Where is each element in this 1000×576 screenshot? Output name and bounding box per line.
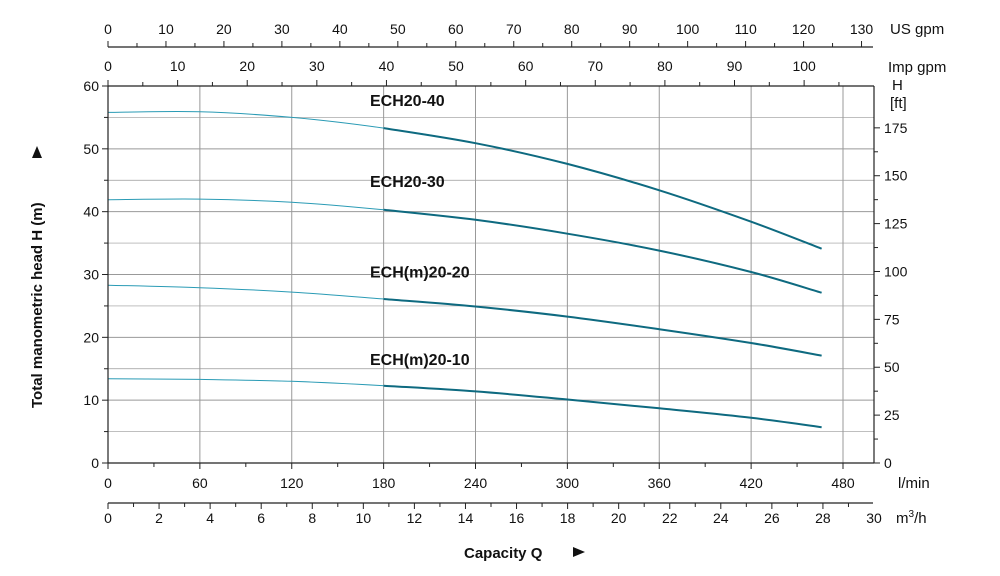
series-label: ECH20-30 — [370, 174, 445, 191]
series-line — [383, 127, 822, 250]
bottom-lmin-tick-label: 480 — [831, 475, 855, 491]
top-impgpm-tick-label: 30 — [309, 58, 325, 74]
top-usgpm-tick-label: 0 — [104, 21, 112, 37]
left-tick-label: 20 — [83, 329, 99, 345]
bottom-m3h-tick-label: 22 — [662, 510, 678, 526]
top-impgpm-unit: Imp gpm — [888, 59, 946, 76]
series-label: ECH(m)20-10 — [370, 352, 470, 369]
top-impgpm-tick-label: 90 — [727, 58, 743, 74]
top-usgpm-tick-label: 10 — [158, 21, 174, 37]
y-axis-arrow-icon — [32, 146, 42, 158]
series-label: ECH(m)20-20 — [370, 265, 470, 282]
top-impgpm-tick-label: 60 — [518, 58, 534, 74]
bottom-m3h-tick-label: 4 — [206, 510, 214, 526]
bottom-lmin-tick-label: 60 — [192, 475, 208, 491]
top-usgpm-tick-label: 90 — [622, 21, 638, 37]
bottom-m3h-tick-label: 14 — [458, 510, 474, 526]
top-usgpm-tick-label: 40 — [332, 21, 348, 37]
bottom-lmin-tick-label: 120 — [280, 475, 304, 491]
left-tick-label: 0 — [91, 455, 99, 471]
top-usgpm-unit: US gpm — [890, 21, 944, 38]
top-impgpm-tick-label: 100 — [792, 58, 816, 74]
left-tick-label: 50 — [83, 141, 99, 157]
top-usgpm-tick-label: 100 — [676, 21, 700, 37]
right-tick-label: 100 — [884, 263, 908, 279]
bottom-m3h-tick-label: 30 — [866, 510, 882, 526]
top-impgpm-tick-label: 70 — [587, 58, 603, 74]
bottom-m3h-tick-label: 2 — [155, 510, 163, 526]
bottom-m3h-tick-label: 18 — [560, 510, 576, 526]
bottom-m3h-tick-label: 6 — [257, 510, 265, 526]
top-usgpm-tick-label: 120 — [792, 21, 816, 37]
right-tick-label: 0 — [884, 455, 892, 471]
top-usgpm-tick-label: 50 — [390, 21, 406, 37]
top-impgpm-tick-label: 80 — [657, 58, 673, 74]
top-usgpm-tick-label: 70 — [506, 21, 522, 37]
right-tick-label: 50 — [884, 359, 900, 375]
top-impgpm-tick-label: 0 — [104, 58, 112, 74]
left-tick-label: 30 — [83, 267, 99, 283]
bottom-lmin-tick-label: 300 — [556, 475, 580, 491]
top-impgpm-tick-label: 50 — [448, 58, 464, 74]
bottom-m3h-tick-label: 0 — [104, 510, 112, 526]
bottom-m3h-tick-label: 16 — [509, 510, 525, 526]
bottom-m3h-tick-label: 26 — [764, 510, 780, 526]
top-usgpm-tick-label: 130 — [850, 21, 874, 37]
top-impgpm-tick-label: 40 — [379, 58, 395, 74]
right-tick-label: 175 — [884, 120, 908, 136]
curves: ECH20-40 ECH20-30 ECH(m)20-20 ECH(m)20-10 — [107, 93, 822, 429]
bottom-lmin-tick-label: 240 — [464, 475, 488, 491]
series-line — [383, 384, 822, 429]
series-line — [383, 298, 822, 357]
top-impgpm-tick-label: 20 — [239, 58, 255, 74]
x-axis-arrow-icon — [573, 547, 585, 557]
top-usgpm-tick-label: 80 — [564, 21, 580, 37]
x-axis-title: Capacity Q — [464, 545, 543, 562]
bottom-m3h-tick-label: 20 — [611, 510, 627, 526]
top-usgpm-tick-label: 30 — [274, 21, 290, 37]
bottom-lmin-tick-label: 420 — [739, 475, 763, 491]
series-line — [383, 208, 822, 294]
right-axis-unit-h: H — [892, 77, 903, 94]
right-tick-label: 75 — [884, 311, 900, 327]
series-line-thin — [107, 284, 822, 357]
bottom-m3h-tick-label: 28 — [815, 510, 831, 526]
left-tick-label: 40 — [83, 204, 99, 220]
top-usgpm-tick-label: 110 — [734, 21, 757, 37]
bottom-lmin-unit: l/min — [898, 475, 930, 492]
series-line-thin — [107, 378, 822, 428]
bottom-lmin-tick-label: 0 — [104, 475, 112, 491]
right-tick-label: 150 — [884, 168, 908, 184]
bottom-lmin-tick-label: 180 — [372, 475, 396, 491]
right-axis-unit-ft: [ft] — [890, 95, 907, 112]
right-tick-label: 25 — [884, 407, 900, 423]
top-impgpm-tick-label: 10 — [170, 58, 186, 74]
left-tick-label: 10 — [83, 392, 99, 408]
bottom-m3h-unit: m3/h — [896, 509, 927, 527]
left-tick-label: 60 — [83, 78, 99, 94]
bottom-m3h-tick-label: 12 — [407, 510, 423, 526]
bottom-lmin-tick-label: 360 — [648, 475, 672, 491]
top-usgpm-tick-label: 20 — [216, 21, 232, 37]
top-usgpm-tick-label: 60 — [448, 21, 464, 37]
bottom-m3h-tick-label: 24 — [713, 510, 729, 526]
bottom-m3h-tick-label: 8 — [308, 510, 316, 526]
right-tick-label: 125 — [884, 216, 908, 232]
series-label: ECH20-40 — [370, 93, 445, 110]
bottom-m3h-tick-label: 10 — [356, 510, 372, 526]
y-axis-title: Total manometric head H (m) — [29, 202, 46, 408]
